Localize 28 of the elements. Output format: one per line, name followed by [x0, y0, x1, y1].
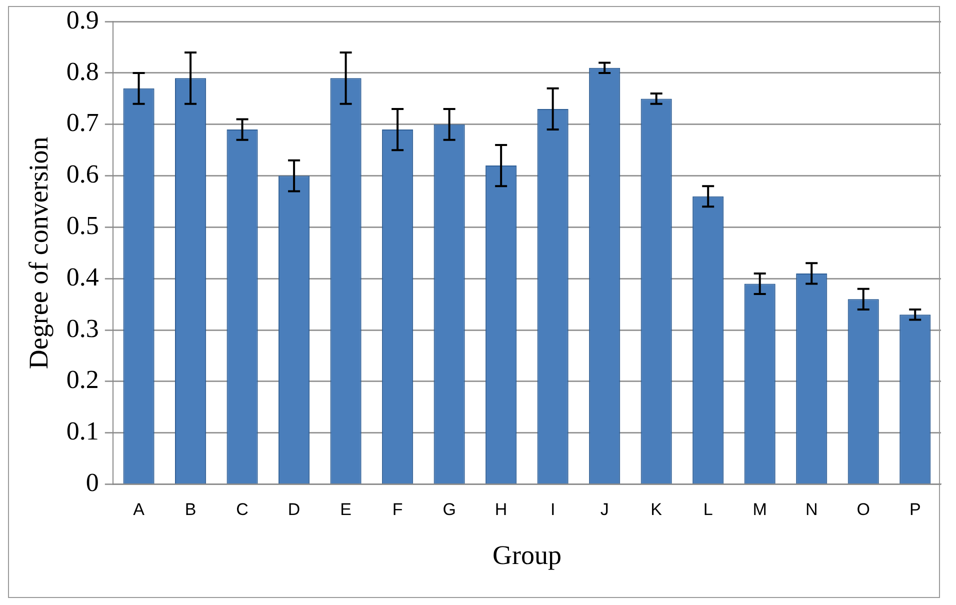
x-tick-label: A	[133, 500, 146, 520]
y-tick-label: 0.6	[66, 160, 99, 189]
x-tick-label: P	[909, 500, 921, 520]
y-tick-label: 0.1	[66, 416, 99, 446]
y-tick-label: 0	[86, 468, 99, 498]
x-tick-label: G	[442, 500, 456, 520]
y-axis-title: Degree of conversion	[23, 136, 54, 370]
x-tick-label: O	[856, 500, 870, 520]
x-tick-label: J	[600, 500, 609, 520]
x-axis-title: Group	[492, 540, 562, 570]
x-tick-label: K	[650, 500, 663, 520]
y-tick-label: 0.3	[66, 314, 99, 343]
x-tick-label: H	[494, 500, 508, 520]
x-tick-label: M	[752, 500, 767, 520]
y-tick-label: 0.5	[66, 211, 99, 240]
x-tick-label: I	[550, 500, 556, 520]
x-tick-label: D	[288, 500, 300, 520]
y-tick-label: 0.7	[66, 108, 99, 138]
y-tick-label: 0.4	[66, 262, 99, 292]
y-tick-label: 0.9	[66, 5, 99, 34]
x-tick-label: N	[805, 500, 818, 520]
x-tick-label: F	[392, 500, 403, 520]
x-tick-label: L	[703, 500, 713, 520]
x-tick-label: C	[236, 500, 248, 520]
x-tick-label: E	[340, 500, 352, 520]
y-tick-label: 0.2	[66, 365, 99, 394]
y-tick-label: 0.8	[66, 56, 99, 86]
x-tick-label: B	[184, 500, 196, 520]
